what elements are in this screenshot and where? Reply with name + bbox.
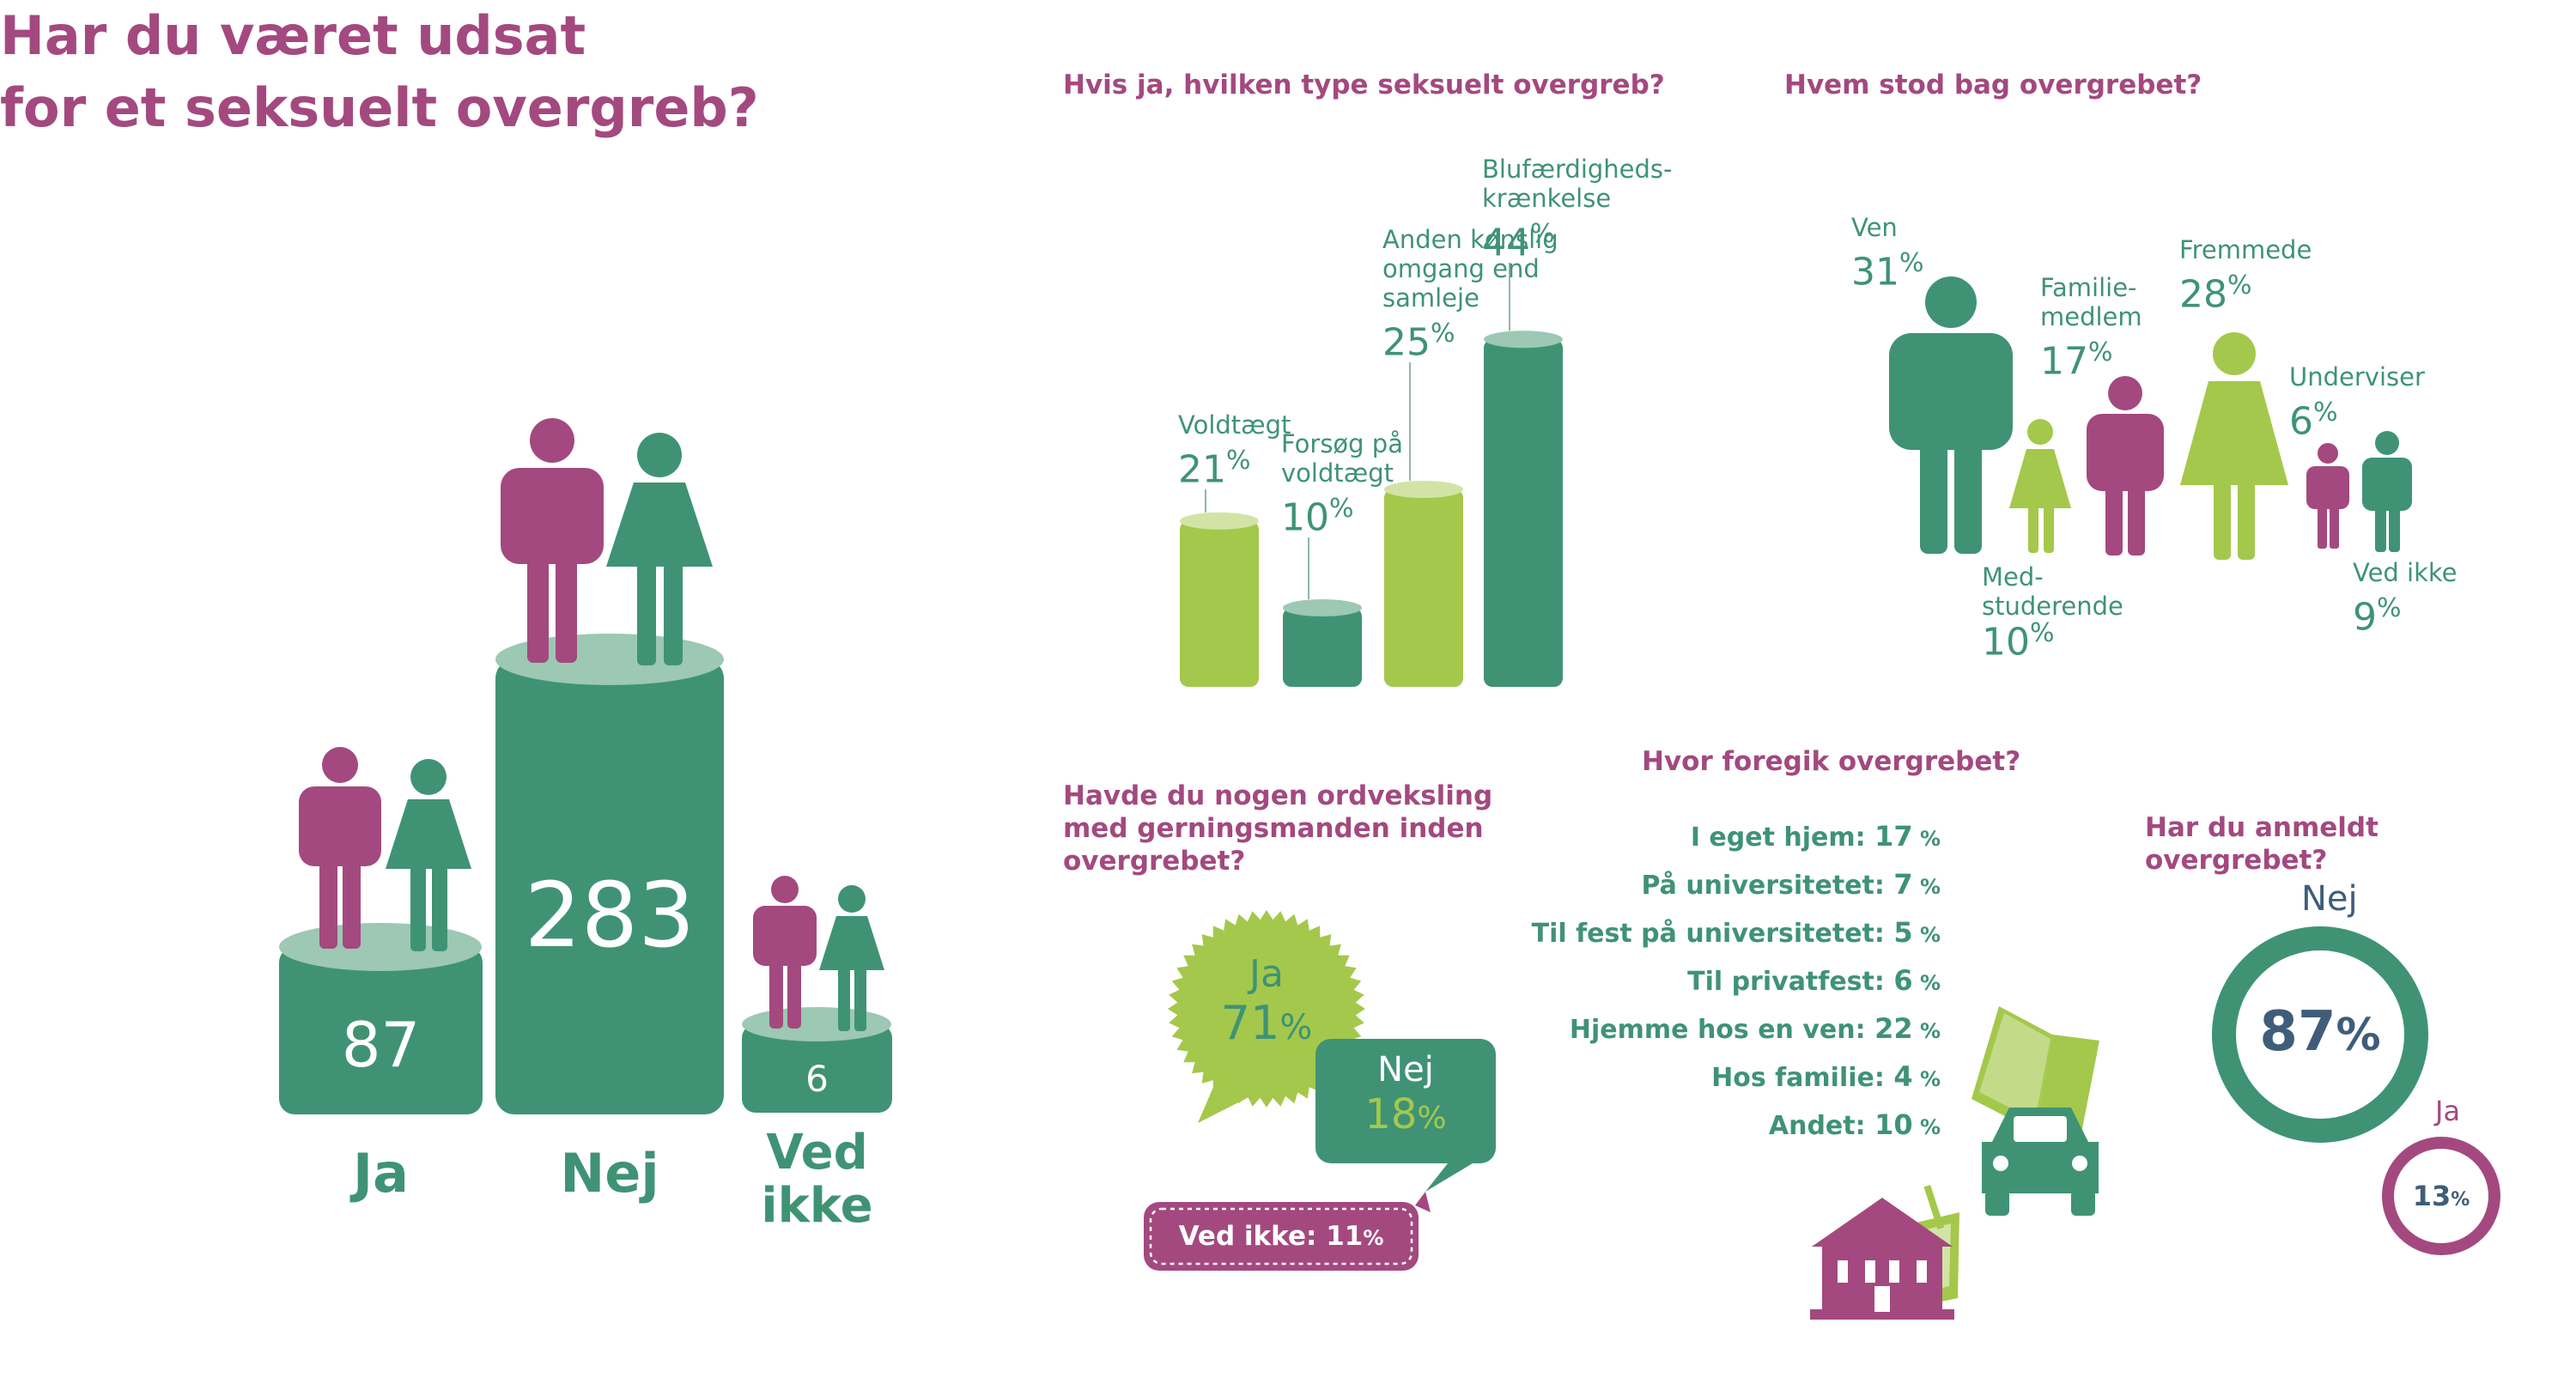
who-figures — [1889, 276, 2412, 560]
report-chart-title: Har du anmeldt overgrebet? — [2145, 812, 2379, 876]
location-chart-title: Hvor foregik overgrebet? — [1642, 746, 2021, 777]
location-row: Til fest på universitetet: 5 % — [1531, 916, 1941, 949]
type-value: 21% — [1178, 446, 1251, 492]
location-row: I eget hjem: 17 % — [1690, 820, 1941, 853]
woman-icon-medstuderende — [2009, 419, 2071, 553]
report-label-nej: Nej — [2301, 879, 2358, 919]
type-bar — [1484, 339, 1563, 687]
who-label-ved-ikke: Ved ikke 9% — [2353, 558, 2458, 640]
type-bar-top — [1180, 512, 1259, 530]
exchange-label-ved-ikke: Ved ikke: 11% — [1178, 1221, 1384, 1252]
value-label-ved-ikke: 6 — [805, 1058, 829, 1100]
location-row: Hjemme hos en ven: 22 % — [1569, 1012, 1941, 1045]
value-label-nej: 283 — [524, 863, 696, 968]
location-row: Hos familie: 4 % — [1711, 1060, 1941, 1093]
exchange-chart-title: Havde du nogen ordveksling med gerningsm… — [1063, 780, 1493, 877]
type-bar-chart — [1180, 263, 1563, 687]
main-title-line1: Har du været udsat — [0, 4, 586, 67]
who-label-fremmede: Fremmede 28% — [2179, 235, 2312, 317]
report-value-ja: 13% — [2412, 1180, 2470, 1212]
value-label-ja: 87 — [341, 1009, 421, 1081]
who-label-ven: Ven 31% — [1851, 213, 1924, 294]
type-label: Forsøg på voldtægt 10% — [1281, 429, 1403, 540]
who-label-medstuderende: Med- studerende 10% — [1982, 562, 2123, 665]
type-value: 44% — [1482, 219, 1555, 265]
type-label-text: Voldtægt — [1178, 410, 1291, 440]
type-bar — [1283, 608, 1362, 687]
man-icon — [501, 418, 604, 663]
book-icon — [1971, 1006, 2099, 1142]
main-title: Har du været udsat for et seksuelt overg… — [0, 0, 2576, 144]
main-title-line2: for et seksuelt overgreb? — [0, 76, 759, 139]
man-icon-familiemedlem — [2087, 376, 2164, 555]
type-label-text: Forsøg på — [1281, 429, 1403, 458]
report-label-ja: Ja — [2435, 1095, 2461, 1127]
type-chart-title: Hvis ja, hvilken type seksuelt overgreb? — [1063, 70, 1665, 100]
ring-ja — [2382, 1137, 2500, 1255]
location-list: I eget hjem: 17 % På universitetet: 7 % Ti… — [1460, 820, 1941, 1146]
type-value: 25% — [1382, 319, 1455, 365]
type-label-text: samleje — [1382, 283, 1479, 313]
location-row: Andet: 10 % — [1768, 1108, 1941, 1141]
exchange-label-ja: Ja 71% — [1220, 952, 1313, 1050]
category-label-ja: Ja — [353, 1142, 409, 1205]
type-label-text: krænkelse — [1482, 184, 1612, 213]
type-bar-top — [1384, 481, 1463, 498]
cylinder-ja — [279, 923, 483, 1114]
report-value-nej: 87% — [2259, 1000, 2381, 1064]
category-label-nej: Nej — [560, 1142, 659, 1205]
who-label-underviser: Underviser 6% — [2289, 362, 2425, 444]
ved-ikke-bubble — [1144, 1202, 1419, 1271]
man-icon — [753, 876, 817, 1029]
location-row: På universitetet: 7 % — [1641, 868, 1941, 901]
who-chart-title: Hvem stod bag overgrebet? — [1784, 70, 2202, 100]
woman-icon — [819, 885, 884, 1031]
report-rings — [2212, 926, 2500, 1255]
nej-bubble-tail — [1425, 1159, 1477, 1192]
type-label: Anden kønslig omgang end samleje 25% — [1382, 225, 1558, 365]
type-bar-top — [1484, 331, 1563, 349]
nej-bubble — [1315, 1039, 1496, 1163]
type-label: Voldtægt 21% — [1178, 410, 1291, 492]
type-label-text: Anden kønslig — [1382, 225, 1558, 254]
type-label-text: omgang end — [1382, 254, 1540, 283]
woman-icon — [386, 759, 471, 951]
type-value: 10% — [1281, 494, 1354, 540]
exchange-bubbles — [1144, 910, 1496, 1271]
man-icon-ven — [1889, 276, 2013, 554]
who-label-familiemedlem: Familie- medlem 17% — [2040, 273, 2142, 384]
location-row: Til privatfest: 6 % — [1687, 964, 1941, 997]
car-icon — [1982, 1108, 2099, 1216]
exchange-label-nej: Nej 18% — [1364, 1050, 1447, 1138]
ja-bubble-tail — [1198, 1073, 1271, 1123]
woman-icon-fremmede — [2180, 332, 2288, 560]
type-bar — [1180, 520, 1259, 687]
man-icon — [299, 747, 381, 949]
ring-nej — [2212, 926, 2428, 1143]
man-icon-ved-ikke — [2362, 431, 2412, 552]
type-label: Blufærdigheds-krænkelse 44% — [1482, 155, 1673, 265]
type-label-text: voldtægt — [1281, 458, 1394, 488]
category-label-ved-ikke: Ved ikke — [761, 1125, 873, 1234]
man-icon-underviser — [2306, 443, 2349, 549]
type-bar-top — [1283, 599, 1362, 616]
woman-icon — [606, 433, 713, 665]
house-icon — [1810, 1198, 1954, 1320]
type-label-text: Blufærdigheds- — [1482, 155, 1673, 184]
type-bar — [1384, 489, 1463, 687]
